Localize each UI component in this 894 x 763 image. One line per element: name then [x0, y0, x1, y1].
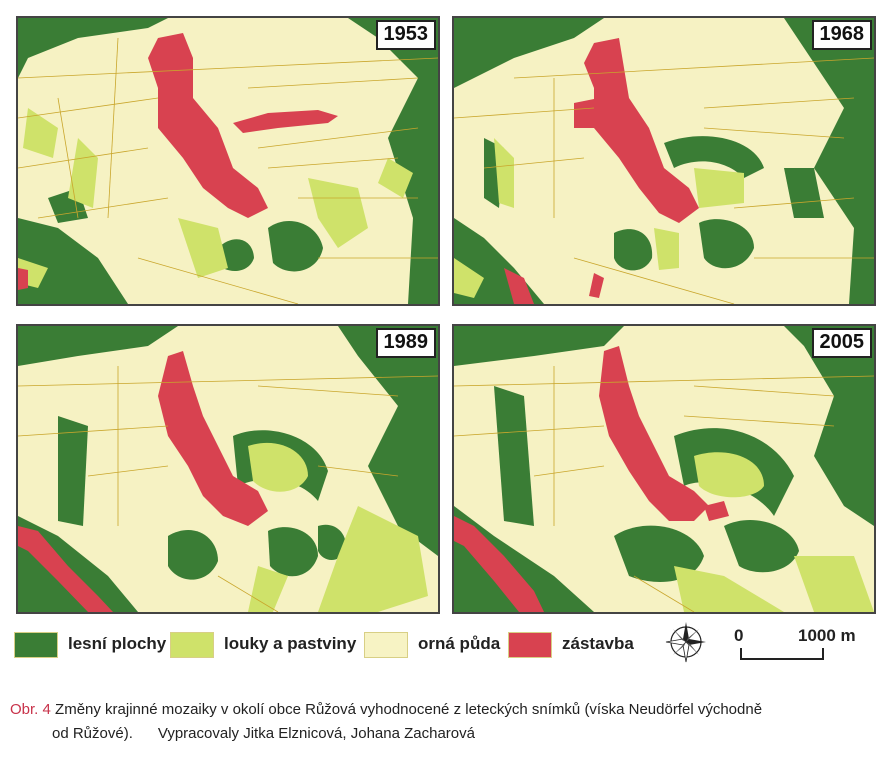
- year-label: 1989: [375, 328, 436, 358]
- map-panel-1968: 1968: [452, 16, 876, 306]
- land-cover-map-1989: [18, 326, 438, 612]
- land-cover-map-1953: [18, 18, 438, 304]
- legend-label: louky a pastviny: [224, 634, 357, 653]
- caption-line-1: Obr. 4 Změny krajinné mozaiky v okolí ob…: [10, 698, 870, 722]
- year-label: 2005: [811, 328, 872, 358]
- forest-swatch: [14, 632, 58, 658]
- land-cover-map-1968: [454, 18, 874, 304]
- land-cover-map-2005: [454, 326, 874, 612]
- figure-caption: Obr. 4 Změny krajinné mozaiky v okolí ob…: [10, 698, 870, 746]
- caption-text: Změny krajinné mozaiky v okolí obce Růžo…: [55, 701, 763, 718]
- arable-swatch: [364, 632, 408, 658]
- map-panel-2005: 2005: [452, 324, 876, 614]
- year-label: 1953: [375, 20, 436, 50]
- map-panel-1989: 1989: [16, 324, 440, 614]
- map-panel-1953: 1953: [16, 16, 440, 306]
- scale-zero-label: 0: [734, 626, 744, 645]
- scale-bar: 0 1000 m: [730, 624, 860, 668]
- legend-label: lesní plochy: [68, 634, 167, 653]
- legend-label: zástavba: [562, 634, 634, 653]
- compass-rose-icon: [664, 620, 708, 664]
- built-swatch: [508, 632, 552, 658]
- caption-line-2: od Růžové). Vypracovaly Jitka Elznicová,…: [52, 725, 475, 742]
- scale-max-label: 1000 m: [798, 626, 856, 645]
- scale-bar-line: [740, 648, 824, 660]
- caption-prefix: Obr. 4: [10, 701, 51, 718]
- year-label: 1968: [811, 20, 872, 50]
- meadow-swatch: [170, 632, 214, 658]
- legend-label: orná půda: [418, 634, 501, 653]
